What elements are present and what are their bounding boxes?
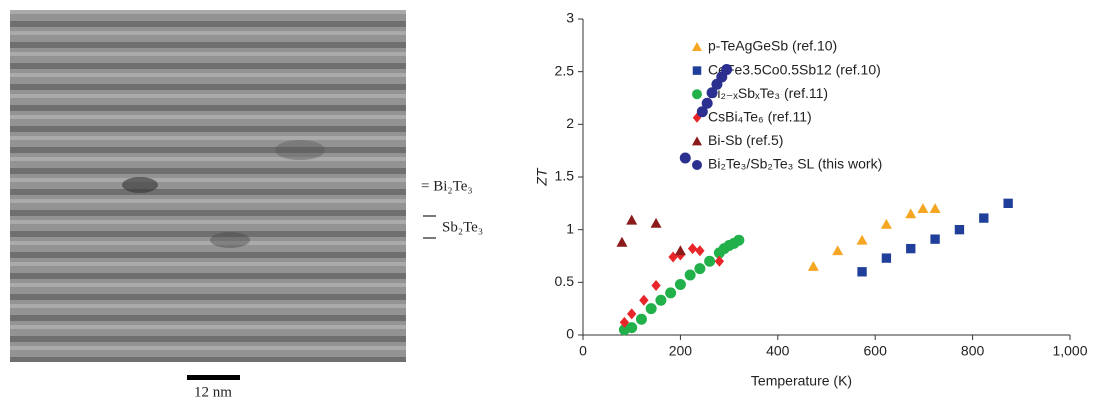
point — [687, 243, 698, 255]
point — [684, 269, 696, 281]
point — [679, 152, 691, 164]
point — [881, 253, 892, 263]
point — [651, 279, 661, 291]
point — [1003, 198, 1013, 209]
y-axis-label: ZT — [534, 167, 550, 187]
point — [655, 294, 667, 306]
point — [650, 217, 662, 228]
legend-marker — [692, 66, 702, 75]
x-tick-label: 400 — [766, 343, 790, 359]
layer-label: = Bi₂Te₃ — [421, 178, 473, 194]
y-tick-label: 3 — [566, 10, 574, 26]
x-tick-label: 0 — [579, 343, 587, 359]
point — [619, 316, 630, 328]
point — [905, 208, 917, 219]
x-tick-label: 600 — [864, 343, 888, 359]
point — [674, 245, 686, 256]
legend-label: Bi-Sb (ref.5) — [708, 132, 783, 148]
point — [906, 243, 916, 254]
x-tick-label: 800 — [961, 343, 985, 359]
point — [616, 236, 628, 247]
point — [979, 213, 989, 223]
point — [627, 308, 637, 320]
point — [668, 251, 678, 263]
legend-marker — [692, 136, 702, 146]
point — [807, 261, 819, 271]
point — [626, 214, 638, 225]
legend-marker — [692, 160, 702, 170]
point — [930, 234, 940, 244]
point — [880, 218, 892, 229]
point — [706, 87, 718, 99]
point — [832, 245, 844, 256]
point — [645, 303, 657, 315]
legend-label: Bi₂₋ₓSbₓTe₃ (ref.11) — [708, 85, 828, 101]
point — [856, 234, 868, 245]
point — [704, 255, 716, 267]
micrograph — [10, 10, 406, 362]
x-tick-label: 1,000 — [1052, 343, 1087, 359]
y-tick-label: 2.5 — [555, 62, 575, 78]
point — [694, 263, 706, 275]
layer-label: Sb₂Te₃ — [442, 219, 483, 235]
point — [674, 278, 686, 290]
scale-bar-label: 12 nm — [194, 384, 232, 400]
legend-label: CsBi₄Te₆ (ref.11) — [708, 109, 812, 125]
x-axis-label: Temperature (K) — [751, 373, 852, 389]
point — [929, 203, 941, 213]
point — [639, 294, 649, 306]
point — [696, 106, 708, 118]
y-tick-label: 0 — [566, 326, 574, 342]
point — [714, 255, 725, 267]
point — [954, 224, 965, 235]
point — [695, 245, 705, 257]
y-tick-label: 2 — [566, 115, 574, 131]
y-tick-label: 1 — [566, 220, 574, 236]
point — [626, 322, 638, 334]
point — [917, 203, 929, 213]
point — [857, 267, 867, 277]
point — [733, 234, 745, 246]
scale-bar — [187, 375, 240, 380]
point — [721, 64, 733, 76]
point — [635, 313, 647, 325]
legend-marker — [692, 89, 702, 100]
x-tick-label: 200 — [669, 343, 693, 359]
legend-marker — [692, 42, 702, 51]
y-tick-label: 1.5 — [555, 168, 575, 184]
legend-label: p-TeAgGeSb (ref.10) — [708, 38, 837, 54]
legend-label: Bi₂Te₃/Sb₂Te₃ SL (this work) — [708, 156, 882, 172]
y-tick-label: 0.5 — [555, 273, 575, 289]
point — [665, 287, 677, 299]
legend-label: CeFe3.5Co0.5Sb12 (ref.10) — [708, 61, 881, 77]
point — [701, 97, 713, 109]
